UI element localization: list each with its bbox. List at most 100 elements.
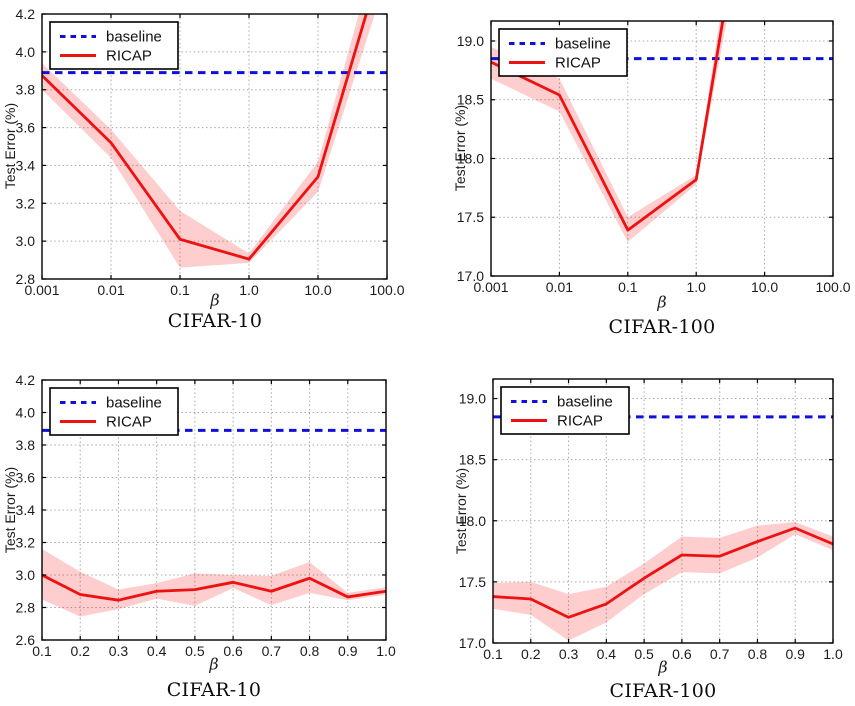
x-tick-label: 0.1 — [170, 282, 190, 298]
legend-label-RICAP: RICAP — [555, 55, 601, 72]
legend-box — [49, 21, 179, 70]
x-tick-label: 0.1 — [618, 279, 638, 295]
legend-label-RICAP: RICAP — [106, 414, 152, 431]
y-tick-label: 3.4 — [16, 502, 36, 518]
legend-label-baseline: baseline — [555, 36, 611, 53]
x-tick-label: 100.0 — [369, 282, 404, 298]
y-tick-label: 3.8 — [16, 82, 36, 98]
y-tick-label: 3.4 — [16, 157, 36, 173]
x-tick-label: 10.0 — [751, 279, 778, 295]
y-tick-label: 2.8 — [16, 271, 36, 287]
y-tick-label: 3.8 — [16, 437, 36, 453]
y-tick-label: 4.2 — [16, 372, 36, 388]
legend: baseline RICAP — [498, 28, 628, 77]
y-axis-label: Test Error (%) — [2, 102, 18, 190]
legend-label-baseline: baseline — [106, 395, 162, 412]
x-tick-label: 0.2 — [70, 643, 90, 659]
chart-top-left: 2.8 3.0 3.2 3.4 3.6 3.8 4.0 4.2 0.001 0.01 0.1 1.0 1… — [16, 6, 405, 298]
legend-label-baseline: baseline — [557, 394, 613, 411]
y-tick-label: 3.6 — [16, 470, 36, 486]
y-tick-label: 18.5 — [457, 92, 484, 108]
legend: baseline RICAP — [49, 387, 179, 436]
y-tick-label: 3.6 — [16, 120, 36, 136]
plot-frame — [490, 20, 834, 277]
x-axis-label-beta: β — [657, 292, 667, 312]
y-tick-label: 4.2 — [16, 6, 36, 22]
legend-box — [500, 386, 630, 435]
x-tick-label: 0.001 — [473, 279, 508, 295]
x-tick-label: 0.9 — [785, 646, 805, 662]
x-tick-label: 0.4 — [147, 643, 167, 659]
legend-box — [49, 387, 179, 436]
y-axis-label: Test Error (%) — [452, 104, 468, 192]
y-tick-label: 18.0 — [459, 513, 486, 529]
ricap-line — [493, 526, 833, 619]
x-tick-label: 0.4 — [597, 646, 617, 662]
ricap-confidence-band — [42, 14, 375, 268]
y-tick-label: 19.0 — [459, 391, 486, 407]
y-axis-label: Test Error (%) — [2, 466, 18, 554]
y-tick-label: 2.8 — [16, 600, 36, 616]
x-axis-label-beta: β — [210, 290, 220, 310]
ricap-line — [491, 21, 725, 232]
y-axis-label: Test Error (%) — [453, 467, 469, 555]
x-tick-label: 0.01 — [546, 279, 573, 295]
subplot-caption: CIFAR-100 — [608, 316, 716, 338]
legend-box — [498, 28, 628, 77]
x-tick-label: 0.9 — [338, 643, 358, 659]
y-tick-label: 18.0 — [457, 150, 484, 166]
x-tick-label: 0.001 — [24, 282, 59, 298]
x-tick-label: 0.8 — [300, 643, 320, 659]
chart-bottom-left: 2.6 2.8 3.0 3.2 3.4 3.6 3.8 4.0 4.2 0.1 0.2 0.3 0.4 0… — [16, 372, 396, 659]
y-tick-label: 19.0 — [457, 33, 484, 49]
x-tick-label: 0.1 — [32, 643, 52, 659]
ricap-line — [42, 573, 386, 602]
x-tick-label: 0.3 — [559, 646, 579, 662]
x-axis-label-beta: β — [658, 657, 668, 677]
x-tick-label: 0.6 — [672, 646, 692, 662]
y-tick-label: 3.0 — [16, 233, 36, 249]
y-tick-label: 3.0 — [16, 567, 36, 583]
x-tick-label: 0.3 — [109, 643, 129, 659]
x-tick-label: 0.7 — [710, 646, 730, 662]
x-tick-label: 0.5 — [185, 643, 205, 659]
plot-frame — [41, 13, 388, 280]
x-tick-label: 0.7 — [262, 643, 282, 659]
legend-label-baseline: baseline — [106, 29, 162, 46]
legend-label-RICAP: RICAP — [557, 413, 603, 430]
chart-top-right: 17.0 17.5 18.0 18.5 19.0 0.001 0.01 0.1 1.0 10.0 1… — [457, 20, 851, 295]
x-axis-label-beta: β — [209, 654, 219, 674]
y-tick-label: 17.5 — [459, 574, 486, 590]
y-tick-label: 17.5 — [457, 209, 484, 225]
x-tick-label: 0.2 — [521, 646, 541, 662]
chart-bottom-right: 17.0 17.5 18.0 18.5 19.0 0.1 0.2 0.3 0.4 0.5 0.6 0.… — [459, 378, 843, 662]
x-tick-label: 0.01 — [97, 282, 124, 298]
subplot-caption: CIFAR-10 — [167, 310, 263, 332]
x-tick-label: 100.0 — [815, 279, 850, 295]
legend-label-RICAP: RICAP — [106, 48, 152, 65]
legend: baseline RICAP — [500, 386, 630, 435]
y-tick-label: 17.0 — [459, 635, 486, 651]
y-tick-label: 4.0 — [16, 405, 36, 421]
plot-frame — [41, 379, 387, 641]
x-tick-label: 10.0 — [304, 282, 331, 298]
y-tick-label: 2.6 — [16, 632, 36, 648]
y-tick-label: 4.0 — [16, 44, 36, 60]
ricap-confidence-band — [493, 522, 833, 641]
x-tick-label: 0.5 — [634, 646, 654, 662]
y-tick-label: 17.0 — [457, 268, 484, 284]
y-tick-label: 3.2 — [16, 535, 36, 551]
y-tick-label: 18.5 — [459, 452, 486, 468]
subplot-caption: CIFAR-100 — [609, 680, 717, 702]
x-tick-label: 0.6 — [223, 643, 243, 659]
subplot-caption: CIFAR-10 — [166, 679, 262, 701]
x-tick-label: 1.0 — [239, 282, 259, 298]
x-tick-label: 0.8 — [748, 646, 768, 662]
y-tick-label: 3.2 — [16, 195, 36, 211]
ricap-line — [42, 14, 368, 261]
ricap-confidence-band — [42, 549, 386, 617]
legend: baseline RICAP — [49, 21, 179, 70]
x-tick-label: 1.0 — [376, 643, 396, 659]
